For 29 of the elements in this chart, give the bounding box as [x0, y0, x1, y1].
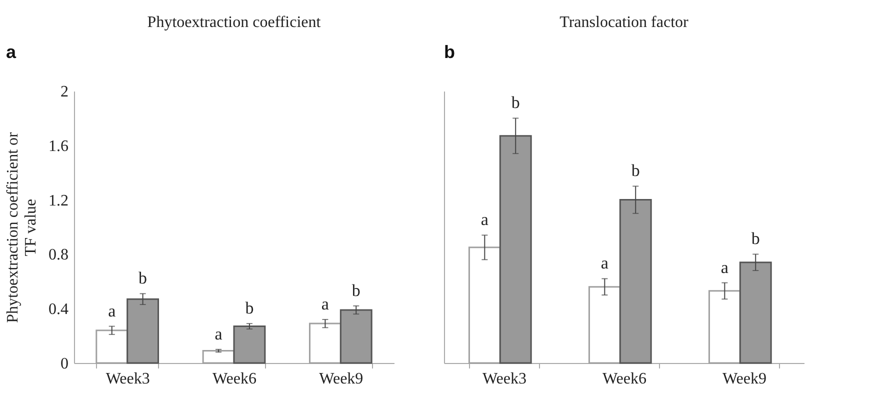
data-label: a — [600, 254, 609, 273]
data-label: b — [245, 298, 254, 318]
y-tick-label: 1.2 — [48, 192, 68, 210]
x-tick-label: Week3 — [482, 370, 527, 388]
data-label: b — [511, 93, 520, 112]
y-tick-label: 2 — [60, 84, 68, 100]
data-label: a — [321, 294, 330, 314]
y-tick-label: 1.6 — [48, 138, 68, 155]
chart-title: Phytoextraction coefficient — [147, 14, 322, 31]
x-tick-label: Week6 — [602, 370, 647, 388]
x-tick-label: Week3 — [106, 370, 150, 388]
y-axis-title: Phytoextraction coefficient or TF value — [4, 131, 40, 323]
data-label: b — [138, 268, 148, 288]
data-label: a — [720, 258, 729, 277]
text: a — [6, 42, 17, 62]
y-tick-label: 0 — [60, 356, 68, 372]
y-tick-label: 0.4 — [48, 301, 68, 318]
data-label: a — [108, 301, 116, 320]
x-tick-label: Week6 — [212, 370, 257, 388]
data-label: a — [480, 210, 489, 230]
data-label: b — [751, 229, 760, 248]
x-tick-label: Week9 — [319, 370, 364, 388]
data-label: a — [214, 324, 223, 344]
text: b — [444, 42, 455, 62]
x-tick-label: Week9 — [722, 370, 767, 388]
chart-title: Translocation factor — [560, 14, 690, 31]
data-label: b — [352, 280, 360, 300]
data-label: b — [631, 161, 640, 180]
y-tick-label: 0.8 — [48, 246, 68, 264]
